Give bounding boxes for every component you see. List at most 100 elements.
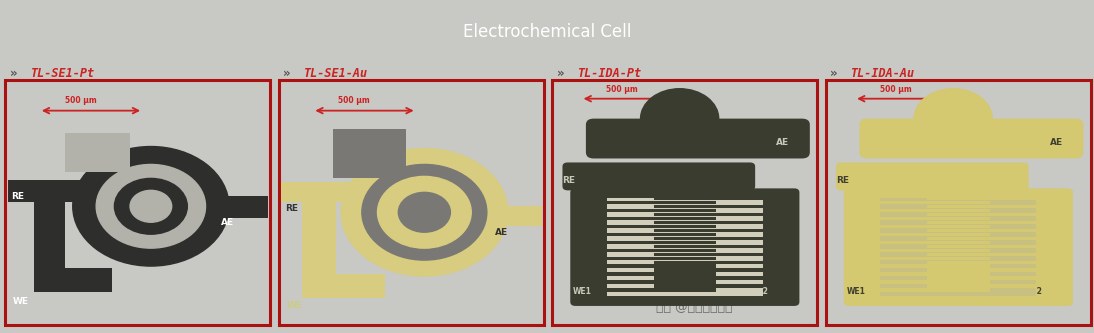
FancyBboxPatch shape [927, 284, 1036, 288]
Text: »: » [10, 68, 22, 81]
Bar [552, 80, 817, 325]
FancyBboxPatch shape [607, 217, 717, 220]
FancyBboxPatch shape [607, 248, 717, 252]
FancyBboxPatch shape [927, 260, 1036, 264]
Circle shape [115, 178, 187, 234]
FancyBboxPatch shape [570, 188, 800, 306]
FancyBboxPatch shape [881, 248, 990, 252]
Text: RE: RE [562, 176, 575, 185]
FancyBboxPatch shape [607, 201, 717, 204]
FancyBboxPatch shape [653, 221, 763, 224]
Text: AE: AE [221, 218, 234, 227]
Text: WE1: WE1 [573, 287, 592, 296]
FancyBboxPatch shape [607, 288, 717, 292]
FancyBboxPatch shape [881, 288, 990, 292]
FancyBboxPatch shape [485, 206, 542, 226]
Text: WE1: WE1 [847, 287, 865, 296]
Text: »: » [283, 68, 295, 81]
FancyBboxPatch shape [607, 209, 717, 212]
FancyBboxPatch shape [334, 129, 406, 178]
Circle shape [377, 176, 472, 248]
FancyBboxPatch shape [927, 221, 1036, 224]
Text: TL-SE1-Pt: TL-SE1-Pt [31, 68, 95, 81]
FancyBboxPatch shape [653, 284, 763, 288]
FancyBboxPatch shape [562, 163, 755, 190]
Text: AE: AE [1049, 138, 1062, 147]
FancyBboxPatch shape [836, 163, 1028, 190]
FancyBboxPatch shape [607, 225, 717, 228]
FancyBboxPatch shape [881, 233, 990, 236]
Text: AE: AE [776, 138, 789, 147]
FancyBboxPatch shape [927, 244, 1036, 248]
FancyBboxPatch shape [881, 198, 1036, 296]
FancyBboxPatch shape [607, 233, 717, 236]
Text: RE: RE [286, 204, 298, 213]
FancyBboxPatch shape [881, 240, 990, 244]
FancyBboxPatch shape [607, 240, 717, 244]
Text: TL-IDA-Pt: TL-IDA-Pt [578, 68, 642, 81]
Text: WE2: WE2 [750, 287, 769, 296]
Circle shape [130, 190, 172, 222]
FancyBboxPatch shape [302, 274, 385, 298]
FancyBboxPatch shape [653, 268, 763, 272]
FancyBboxPatch shape [653, 252, 763, 256]
Text: RE: RE [12, 192, 24, 201]
FancyBboxPatch shape [653, 276, 763, 280]
FancyBboxPatch shape [881, 217, 990, 220]
FancyBboxPatch shape [65, 133, 130, 172]
FancyBboxPatch shape [8, 180, 98, 202]
FancyBboxPatch shape [653, 205, 763, 208]
Circle shape [72, 147, 229, 266]
FancyBboxPatch shape [881, 256, 990, 260]
Circle shape [96, 165, 206, 248]
Text: 500 µm: 500 µm [338, 96, 370, 105]
FancyBboxPatch shape [653, 244, 763, 248]
Text: TL-SE1-Au: TL-SE1-Au [304, 68, 369, 81]
Text: 500 µm: 500 µm [606, 85, 638, 94]
FancyBboxPatch shape [927, 197, 1036, 200]
FancyBboxPatch shape [34, 196, 65, 292]
FancyBboxPatch shape [927, 252, 1036, 256]
FancyBboxPatch shape [653, 197, 763, 200]
FancyBboxPatch shape [607, 280, 717, 284]
Text: 500 µm: 500 µm [880, 85, 911, 94]
Text: WE2: WE2 [1024, 287, 1043, 296]
FancyBboxPatch shape [653, 236, 763, 240]
FancyBboxPatch shape [860, 119, 1083, 159]
Text: »: » [557, 68, 569, 81]
FancyBboxPatch shape [881, 272, 990, 276]
FancyBboxPatch shape [881, 225, 990, 228]
FancyBboxPatch shape [927, 276, 1036, 280]
FancyBboxPatch shape [607, 256, 717, 260]
Bar [5, 80, 270, 325]
FancyBboxPatch shape [653, 229, 763, 232]
FancyBboxPatch shape [34, 268, 112, 292]
FancyBboxPatch shape [927, 205, 1036, 208]
FancyBboxPatch shape [607, 264, 717, 268]
FancyBboxPatch shape [202, 196, 268, 218]
FancyBboxPatch shape [843, 188, 1073, 306]
FancyBboxPatch shape [653, 260, 763, 264]
Text: 500 µm: 500 µm [65, 96, 96, 105]
Text: WE: WE [287, 301, 302, 310]
FancyBboxPatch shape [927, 229, 1036, 232]
FancyBboxPatch shape [881, 280, 990, 284]
Circle shape [341, 149, 508, 276]
FancyBboxPatch shape [927, 236, 1036, 240]
Circle shape [398, 192, 451, 232]
FancyBboxPatch shape [281, 182, 380, 202]
FancyBboxPatch shape [586, 119, 810, 159]
Text: AE: AE [494, 228, 508, 237]
FancyBboxPatch shape [607, 272, 717, 276]
Text: »: » [830, 68, 842, 81]
Circle shape [641, 89, 719, 149]
FancyBboxPatch shape [881, 209, 990, 212]
Text: WE: WE [13, 297, 28, 306]
Text: TL-IDA-Au: TL-IDA-Au [851, 68, 916, 81]
Text: RE: RE [836, 176, 849, 185]
Bar [279, 80, 544, 325]
FancyBboxPatch shape [881, 264, 990, 268]
FancyBboxPatch shape [927, 213, 1036, 216]
Text: 知乎 @实验室自动化: 知乎 @实验室自动化 [656, 301, 733, 314]
Circle shape [915, 89, 992, 149]
